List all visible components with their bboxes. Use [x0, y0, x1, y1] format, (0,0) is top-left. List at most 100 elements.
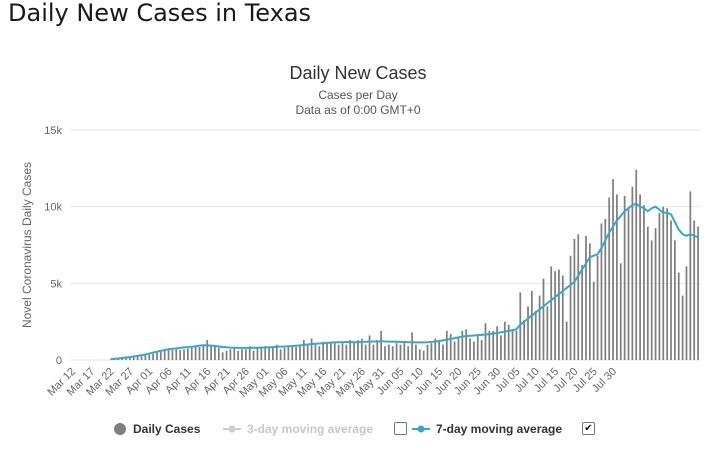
daily-case-bar — [596, 255, 599, 360]
daily-case-bar — [581, 264, 583, 360]
daily-case-bar — [527, 306, 529, 360]
legend-line-dot-icon — [223, 425, 241, 433]
daily-case-bar — [616, 194, 618, 360]
7day-moving-average-line — [110, 202, 699, 361]
daily-case-bar — [415, 344, 417, 360]
gridlines — [70, 129, 700, 361]
daily-case-bar — [260, 348, 263, 360]
y-tick-label: 15k — [44, 125, 62, 137]
daily-case-bar — [465, 329, 468, 360]
daily-case-bar — [190, 347, 193, 360]
daily-case-bar — [585, 235, 587, 360]
daily-case-bar — [380, 330, 383, 360]
daily-case-bar — [314, 343, 317, 360]
3day-average-checkbox[interactable] — [394, 422, 407, 435]
daily-case-bar — [310, 338, 313, 360]
daily-case-bar — [229, 349, 232, 360]
daily-case-bar — [500, 335, 502, 360]
daily-case-bar — [457, 337, 460, 360]
daily-case-bar — [503, 321, 506, 360]
moving-average-layer — [110, 202, 699, 361]
daily-case-bar — [221, 352, 224, 360]
daily-case-bar — [225, 350, 228, 360]
legend-7day-average[interactable]: 7-day moving average — [412, 418, 562, 440]
daily-case-bar — [623, 195, 626, 360]
daily-case-bar — [592, 281, 595, 360]
daily-case-bar — [360, 338, 363, 360]
daily-case-bar — [434, 338, 437, 360]
daily-case-bar — [217, 347, 220, 360]
daily-case-bar — [233, 348, 236, 360]
daily-case-bar — [674, 240, 676, 360]
daily-case-bar — [488, 330, 491, 360]
daily-case-bar — [426, 344, 429, 360]
daily-case-bar — [318, 346, 321, 360]
daily-case-bar — [403, 343, 406, 360]
chart-subtitle-date: Data as of 0:00 GMT+0 — [295, 103, 420, 117]
daily-case-bar — [198, 346, 201, 360]
daily-case-bar — [407, 346, 410, 360]
daily-case-bar — [612, 179, 614, 360]
daily-case-bar — [511, 330, 514, 360]
daily-case-bar — [438, 341, 440, 360]
daily-case-bar — [125, 358, 127, 360]
daily-case-bar — [349, 340, 352, 360]
daily-case-bar — [399, 344, 402, 360]
daily-case-bar — [643, 205, 645, 360]
legend-daily-cases[interactable]: Daily Cases — [113, 418, 200, 440]
legend-label: 3-day moving average — [247, 422, 374, 436]
daily-case-bar — [345, 344, 348, 360]
daily-case-bar — [411, 332, 413, 360]
daily-case-bar — [445, 330, 448, 360]
daily-case-bar — [418, 349, 421, 360]
y-tick-label: 10k — [44, 202, 62, 214]
daily-case-bar — [206, 340, 209, 360]
daily-case-bar — [646, 226, 649, 360]
daily-case-bar — [306, 344, 309, 360]
daily-case-bar — [588, 243, 591, 360]
y-ticks: 0 5k 10k 15k — [44, 125, 62, 367]
daily-case-bar — [635, 169, 638, 360]
daily-case-bar — [252, 350, 255, 360]
legend-circle-icon — [114, 423, 126, 435]
daily-case-bar — [442, 344, 444, 360]
daily-case-bar — [395, 343, 398, 360]
daily-case-bar — [561, 275, 564, 360]
daily-case-bar — [619, 263, 622, 360]
daily-case-bar — [159, 351, 162, 360]
daily-case-bar — [573, 238, 576, 360]
daily-case-bar — [473, 341, 475, 360]
daily-case-bar — [670, 220, 672, 360]
daily-case-bar — [600, 223, 603, 360]
daily-case-bar — [175, 349, 178, 360]
daily-case-bar — [391, 346, 394, 360]
daily-case-bar — [384, 346, 386, 360]
daily-case-bar — [179, 350, 182, 360]
daily-case-bar — [627, 208, 630, 360]
daily-case-bar — [237, 350, 239, 360]
daily-case-bar — [666, 208, 669, 360]
daily-case-bar — [387, 344, 390, 360]
y-axis-label: Novel Coronavirus Daily Cases — [20, 162, 34, 328]
daily-case-bar — [372, 344, 375, 360]
daily-case-bar — [569, 255, 572, 360]
daily-case-bar — [650, 240, 653, 360]
chart-legend: Daily Cases 3-day moving average 7-day m… — [0, 418, 715, 442]
daily-case-bar — [121, 358, 124, 360]
daily-case-bar — [357, 340, 359, 360]
daily-case-bar — [264, 346, 267, 360]
daily-case-bar — [453, 341, 456, 360]
legend-3day-average[interactable]: 3-day moving average — [223, 418, 373, 440]
daily-case-bar — [353, 343, 355, 360]
daily-case-bar — [248, 346, 251, 360]
daily-case-bar — [546, 306, 549, 360]
legend-label: Daily Cases — [133, 422, 201, 436]
legend-label: 7-day moving average — [436, 422, 563, 436]
daily-case-bar — [144, 355, 147, 360]
7day-average-checkbox[interactable]: ✔ — [582, 422, 595, 435]
daily-case-bar — [534, 310, 537, 360]
chart-title: Daily New Cases — [289, 63, 426, 83]
daily-case-bar — [214, 345, 216, 360]
daily-case-bar — [449, 333, 452, 360]
